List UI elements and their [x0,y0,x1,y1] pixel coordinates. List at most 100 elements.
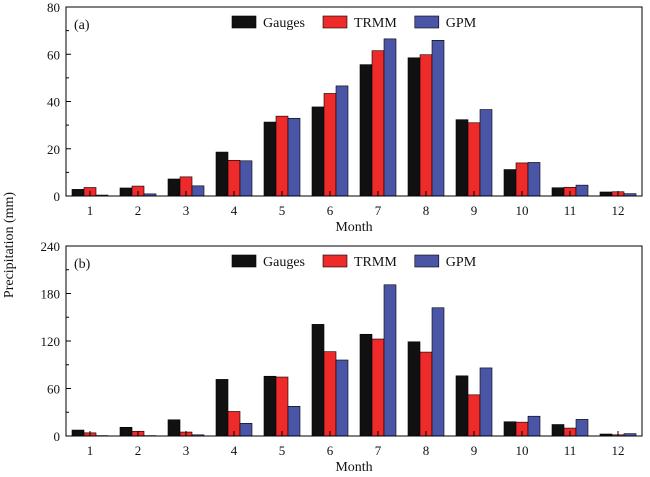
y-tick-label: 60 [47,382,60,397]
legend-label-gauges: Gauges [263,16,305,31]
bar-gpm-month-4 [239,423,253,437]
bar-gpm-month-3 [191,185,205,197]
x-axis-label: Month [335,460,372,475]
bar-gpm-month-7 [383,284,397,437]
y-tick-label: 120 [41,334,61,349]
bar-gpm-month-10 [527,162,541,197]
bar-gauges-month-7 [359,64,373,197]
x-tick-label: 4 [231,203,238,218]
x-tick-label: 6 [327,443,334,458]
panel-label: (a) [74,18,90,33]
x-tick-label: 7 [375,203,382,218]
y-tick-label: 240 [41,239,61,254]
bar-gpm-month-6 [335,359,349,437]
legend-swatch-gpm [414,254,440,268]
bar-gpm-month-5 [287,406,301,437]
x-tick-label: 2 [135,203,142,218]
legend-label-trmm: TRMM [354,16,397,31]
x-tick-label: 6 [327,203,334,218]
x-tick-label: 5 [279,203,286,218]
legend-swatch-gpm [414,15,440,29]
x-tick-label: 11 [564,443,577,458]
bar-gauges-month-4 [215,151,229,197]
y-axis-label: Precipitation (mm) [2,192,17,298]
legend-swatch-trmm [322,15,348,29]
legend-swatch-trmm [322,254,348,268]
y-tick-label: 60 [47,47,60,62]
x-tick-label: 3 [183,443,190,458]
panel-label: (b) [74,257,91,272]
legend-label-gpm: GPM [446,255,477,270]
bar-gpm-month-7 [383,38,397,197]
bar-gpm-month-6 [335,85,349,197]
x-tick-label: 9 [471,203,478,218]
legend-label-gpm: GPM [446,16,477,31]
bar-gauges-month-4 [215,379,229,437]
x-axis-label: Month [335,220,372,235]
bar-gpm-month-8 [431,40,445,197]
y-tick-label: 180 [41,287,61,302]
bar-gauges-month-3 [167,419,181,437]
bar-gpm-month-11 [575,419,589,437]
plot-frame [65,245,643,437]
y-tick-label: 40 [47,95,60,110]
x-tick-label: 10 [516,203,529,218]
bar-gauges-month-3 [167,178,181,197]
bar-gauges-month-5 [263,121,277,197]
x-tick-label: 7 [375,443,382,458]
x-tick-label: 1 [87,443,94,458]
x-tick-label: 10 [516,443,529,458]
bar-gauges-month-6 [311,106,325,197]
plot-frame [65,6,643,197]
y-tick-label: 0 [54,429,61,444]
x-tick-label: 1 [87,203,94,218]
bar-gpm-month-5 [287,117,301,197]
bar-gauges-month-10 [503,169,517,197]
bar-trmm-month-5 [275,115,289,197]
bar-gpm-month-8 [431,307,445,437]
x-tick-label: 5 [279,443,286,458]
bar-trmm-month-9 [467,394,481,437]
bar-trmm-month-9 [467,122,481,197]
legend-swatch-gauges [231,254,257,268]
x-tick-label: 8 [423,443,430,458]
bar-gauges-month-11 [551,424,565,437]
bar-gauges-month-1 [71,189,85,197]
bar-trmm-month-7 [371,338,385,437]
bar-trmm-month-6 [323,351,337,437]
x-tick-label: 9 [471,443,478,458]
bar-gauges-month-6 [311,324,325,437]
y-tick-label: 20 [47,142,60,157]
bar-gpm-month-10 [527,415,541,437]
bar-gauges-month-2 [119,187,133,197]
bar-gauges-month-7 [359,333,373,437]
y-tick-label: 0 [54,189,61,204]
bar-trmm-month-8 [419,351,433,437]
bar-gauges-month-9 [455,119,469,197]
bar-gauges-month-8 [407,57,421,197]
bar-gauges-month-5 [263,375,277,437]
y-tick-label: 80 [47,0,60,15]
x-tick-label: 11 [564,203,577,218]
bar-gpm-month-9 [479,109,493,197]
bar-trmm-month-4 [227,160,241,197]
bar-gauges-month-2 [119,426,133,437]
bar-gpm-month-9 [479,367,493,437]
bar-gauges-month-1 [71,429,85,437]
x-tick-label: 8 [423,203,430,218]
bar-trmm-month-7 [371,50,385,197]
bar-trmm-month-5 [275,376,289,437]
bar-gpm-month-11 [575,184,589,197]
x-tick-label: 2 [135,443,142,458]
bar-trmm-month-8 [419,54,433,197]
legend-swatch-gauges [231,15,257,29]
x-tick-label: 12 [612,443,625,458]
bar-gpm-month-4 [239,160,253,197]
bar-gauges-month-11 [551,187,565,197]
bar-gauges-month-8 [407,341,421,437]
bar-gauges-month-10 [503,421,517,437]
bar-gauges-month-12 [599,191,613,197]
